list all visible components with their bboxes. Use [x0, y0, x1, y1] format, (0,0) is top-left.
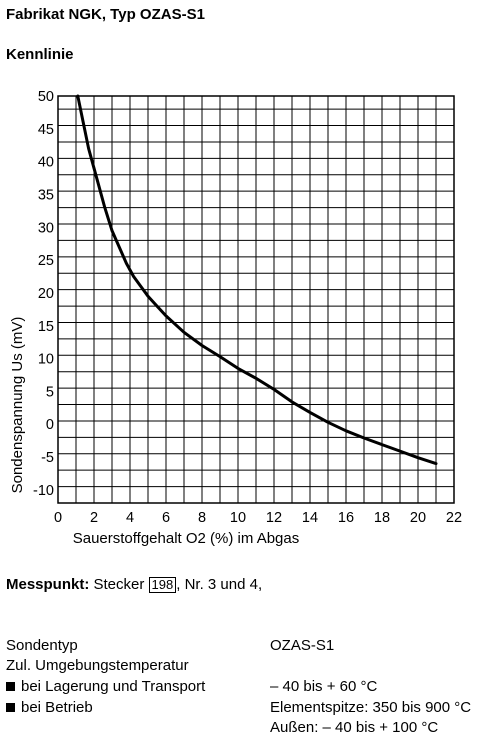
temperature-label: Zul. Umgebungstemperatur	[6, 657, 189, 674]
betrieb-row: bei Betrieb	[6, 699, 93, 716]
betrieb-value-tip: Elementspitze: 350 bis 900 °C	[270, 699, 472, 716]
x-tick-label: 4	[126, 510, 134, 526]
y-tick-label: 25	[38, 253, 54, 269]
y-tick-label: 30	[38, 220, 54, 236]
y-tick-label: 10	[38, 352, 54, 368]
x-axis-label: Sauerstoffgehalt O2 (%) im Abgas	[73, 530, 300, 547]
lagerung-row: bei Lagerung und Transport	[6, 678, 205, 695]
messpunkt-text-after: , Nr. 3 und 4,	[176, 576, 263, 593]
x-tick-label: 18	[374, 510, 390, 526]
y-axis-label: Sondenspannung Us (mV)	[9, 317, 26, 494]
y-tick-label: 45	[38, 122, 54, 138]
y-tick-label: 50	[38, 89, 54, 105]
y-tick-label: 35	[38, 187, 54, 203]
x-tick-label: 12	[266, 510, 282, 526]
page-title: Fabrikat NGK, Typ OZAS-S1	[6, 6, 205, 23]
lagerung-value: – 40 bis + 60 °C	[270, 678, 378, 695]
connector-number-badge: 198	[148, 577, 177, 593]
y-tick-label: -5	[41, 450, 54, 466]
series-line	[76, 94, 438, 466]
x-tick-label: 8	[198, 510, 206, 526]
bullet-square-icon	[6, 703, 15, 712]
x-tick-label: 14	[302, 510, 318, 526]
measurement-point: Messpunkt: Stecker 198, Nr. 3 und 4,	[6, 576, 262, 593]
y-tick-label: 15	[38, 319, 54, 335]
betrieb-value-outer: Außen: – 40 bis + 100 °C	[270, 719, 439, 736]
y-tick-label: 40	[38, 155, 54, 171]
y-tick-label: 0	[46, 417, 54, 433]
bullet-square-icon	[6, 682, 15, 691]
x-tick-label: 16	[338, 510, 354, 526]
chart-grid	[57, 95, 455, 504]
betrieb-label: bei Betrieb	[21, 699, 93, 716]
y-tick-label: 5	[46, 384, 54, 400]
x-tick-label: 6	[162, 510, 170, 526]
chart-subtitle: Kennlinie	[6, 46, 74, 63]
x-tick-label: 0	[54, 510, 62, 526]
sondentyp-label: Sondentyp	[6, 637, 78, 654]
messpunkt-text-before: Stecker	[89, 576, 149, 593]
x-tick-label: 2	[90, 510, 98, 526]
x-tick-label: 20	[410, 510, 426, 526]
x-tick-label: 22	[446, 510, 462, 526]
x-tick-label: 10	[230, 510, 246, 526]
plot-area-border	[57, 95, 455, 504]
sondentyp-value: OZAS-S1	[270, 637, 335, 654]
characteristic-chart: 0 2 4 6 8 10 12 14 16 18 20 22 50454035302520151050…	[9, 89, 462, 547]
lagerung-label: bei Lagerung und Transport	[21, 678, 206, 695]
x-tick-labels: 0 2 4 6 8 10 12 14 16 18 20 22	[54, 510, 462, 526]
y-tick-label: 20	[38, 286, 54, 302]
y-tick-label: -10	[33, 483, 54, 499]
messpunkt-label: Messpunkt:	[6, 576, 90, 593]
